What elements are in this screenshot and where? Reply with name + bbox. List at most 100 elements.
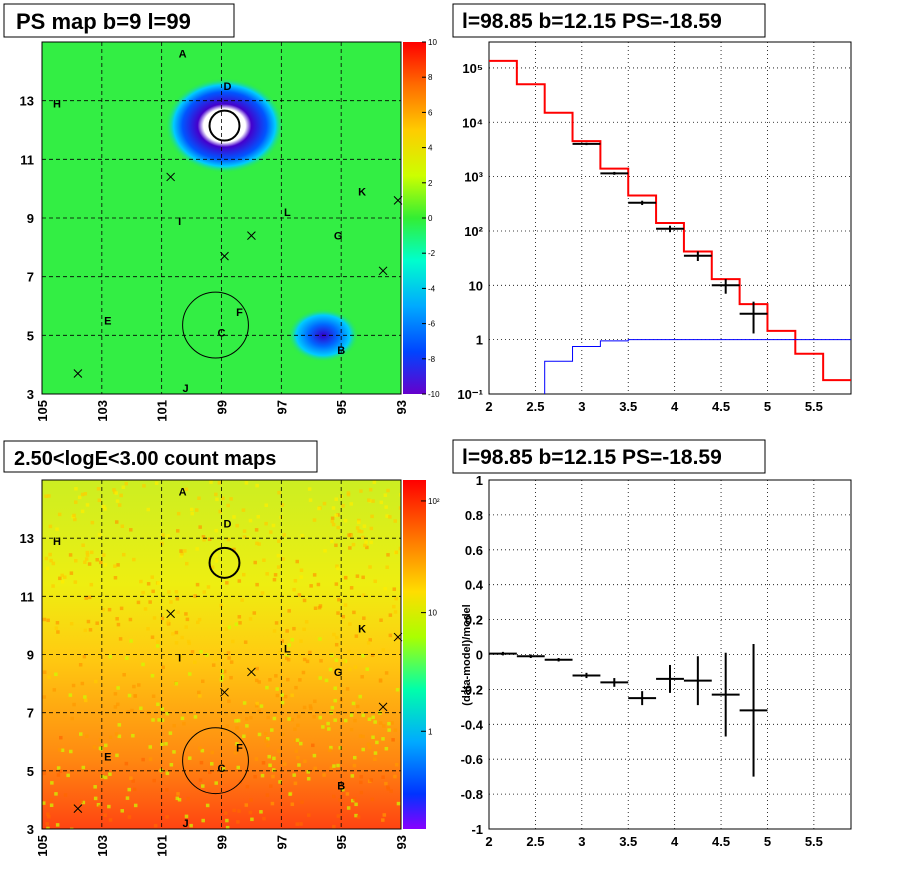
cm-source-label: L	[284, 644, 291, 656]
count-map-pixel	[334, 543, 338, 548]
count-map-pixel	[347, 649, 351, 654]
rs-y-tick: 0.8	[465, 508, 483, 523]
count-map-pixel	[48, 552, 52, 557]
count-map-pixel	[296, 714, 301, 719]
count-map-pixel	[353, 718, 357, 723]
count-map-pixel	[56, 766, 61, 770]
count-map-pixel	[80, 492, 85, 497]
count-map-pixel	[121, 552, 126, 557]
count-map-pixel	[205, 803, 210, 808]
count-map-pixel	[386, 787, 391, 791]
count-map-pixel	[398, 546, 401, 551]
count-map-pixel	[282, 533, 286, 537]
ps-colorbar-tick: -6	[428, 320, 436, 329]
count-map-pixel	[392, 587, 397, 591]
count-map-pixel	[308, 498, 313, 502]
residual-panel: l=98.85 b=12.15 PS=-18.59 2 2.5 3 3.5 4 4.5 5 5…	[452, 439, 852, 849]
count-map-pixel	[94, 679, 98, 684]
count-map-pixel	[242, 701, 247, 705]
count-map-pixel	[84, 557, 89, 561]
count-map-pixel	[327, 727, 331, 731]
count-map-pixel	[354, 813, 358, 818]
count-map-pixel	[127, 815, 132, 819]
count-map-pixel	[161, 533, 165, 537]
count-map-pixel	[255, 666, 259, 671]
cm-x-tick: 101	[155, 835, 170, 857]
ps-x-tick: 105	[35, 400, 50, 422]
count-map-pixel	[124, 481, 129, 486]
count-map-pixel	[335, 564, 339, 568]
count-map-pixel	[167, 590, 171, 594]
count-map-pixel	[359, 780, 363, 785]
count-map-pixel	[313, 606, 318, 610]
count-map-pixel	[202, 590, 207, 594]
count-map-pixel	[89, 550, 94, 555]
count-map-pixel	[265, 793, 270, 797]
count-map-pixel	[54, 626, 59, 630]
count-map-pixel	[107, 804, 111, 809]
count-map-pixel	[86, 619, 91, 624]
ps-source-label: C	[218, 327, 226, 339]
count-map-pixel	[296, 755, 300, 760]
count-map-pixel	[166, 618, 171, 623]
count-map-pixel	[193, 594, 197, 598]
count-map-pixel	[365, 545, 369, 550]
count-map-pixel	[290, 802, 295, 807]
count-map-pixel	[222, 669, 227, 674]
rs-y-tick: 1	[476, 473, 483, 488]
count-map-pixel	[58, 769, 63, 774]
count-map-pixel	[221, 496, 225, 501]
count-map-pixel	[96, 487, 101, 491]
count-map-pixel	[242, 529, 247, 533]
count-map-pixel	[114, 491, 118, 495]
count-map-pixel	[108, 735, 113, 740]
count-map-pixel	[361, 535, 365, 540]
count-map-pixel	[87, 595, 92, 600]
count-map-pixel	[336, 763, 340, 768]
count-map-pixel	[308, 650, 312, 655]
count-map-pixel	[49, 803, 54, 808]
count-map-pixel	[367, 498, 371, 502]
count-map-pixel	[334, 513, 339, 518]
count-map-pixel	[295, 822, 300, 826]
count-map-pixel	[389, 789, 393, 793]
count-map-pixel	[183, 549, 187, 553]
count-map-pixel	[99, 560, 103, 565]
count-map-pixel	[227, 625, 232, 630]
count-map-pixel	[292, 626, 296, 631]
count-map-pixel	[146, 582, 151, 586]
count-map-pixel	[352, 763, 357, 768]
count-map-pixel	[312, 753, 317, 758]
count-map-pixel	[42, 670, 47, 674]
count-map-pixel	[172, 723, 176, 728]
count-map-pixel	[329, 745, 333, 750]
count-map-pixel	[176, 511, 181, 516]
count-map-pixel	[277, 539, 281, 543]
count-map-pixel	[102, 504, 106, 509]
count-map-pixel	[351, 701, 356, 706]
count-map-pixel	[74, 486, 78, 491]
count-map-pixel	[99, 747, 104, 751]
count-map-pixel	[366, 641, 371, 645]
count-map-pixel	[280, 639, 285, 643]
count-map-pixel	[336, 611, 340, 615]
count-map-pixel	[117, 734, 122, 739]
count-map-pixel	[395, 762, 399, 767]
ps-source-label: E	[104, 316, 111, 328]
count-map-pixel	[345, 792, 350, 796]
count-map-pixel	[285, 656, 289, 660]
count-map-pixel	[253, 774, 257, 779]
count-map-pixel	[293, 727, 297, 732]
count-map-pixel	[154, 481, 159, 485]
count-map-pixel	[249, 716, 253, 720]
count-map-pixel	[336, 814, 341, 818]
count-map-pixel	[399, 668, 401, 673]
count-map-pixel	[68, 693, 73, 697]
count-map-pixel	[156, 702, 160, 707]
count-map-pixel	[264, 503, 268, 507]
rs-x-tick: 3	[578, 834, 585, 849]
count-map-pixel	[166, 534, 171, 538]
rs-y-tick: 0.6	[465, 543, 483, 558]
count-map-pixel	[292, 587, 296, 592]
count-map-pixel	[268, 763, 272, 768]
